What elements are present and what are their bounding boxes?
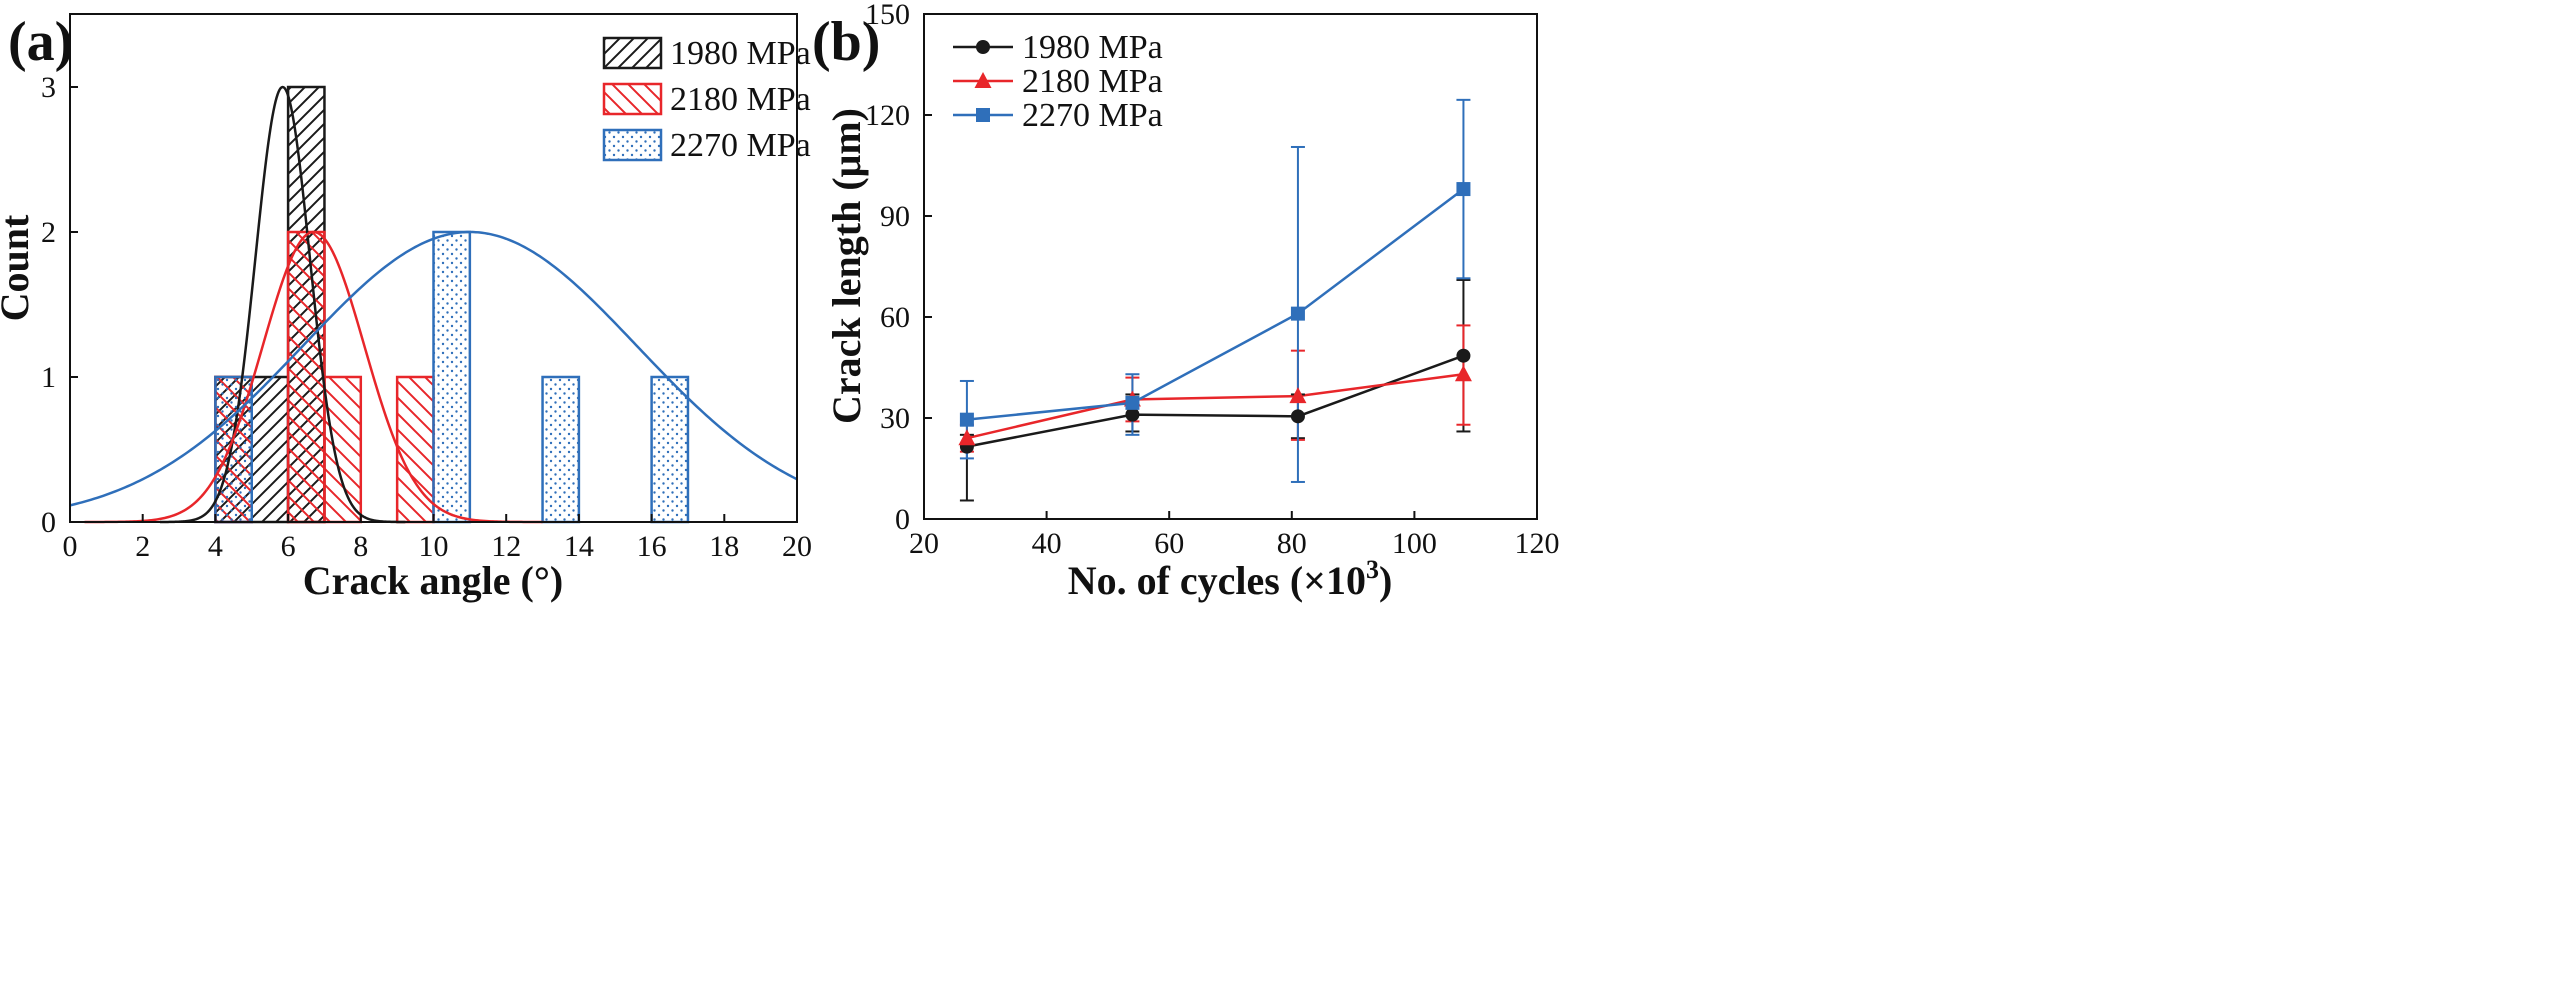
legend-swatch-border xyxy=(602,36,663,70)
x-tick-label: 6 xyxy=(281,530,296,563)
x-axis-title-b: No. of cycles (×103) xyxy=(1068,555,1393,603)
legend-label: 2270 MPa xyxy=(1022,97,1163,134)
data-point-2270-mpa xyxy=(959,412,974,427)
legend-label: 1980 MPa xyxy=(1022,29,1163,66)
bar-fill-2270-mpa xyxy=(542,377,579,522)
legend-label: 2270 MPa xyxy=(670,127,811,164)
y-tick-label: 3 xyxy=(41,71,56,104)
legend-swatch-border xyxy=(602,82,663,116)
panel-label-a: (a) xyxy=(8,11,73,73)
fit-curve-2180-mpa xyxy=(84,230,543,524)
error-bars xyxy=(959,98,1471,502)
y-tick-label: 1 xyxy=(41,361,56,394)
bar-fill-2180-mpa xyxy=(288,232,325,522)
x-tick-label: 20 xyxy=(782,530,812,563)
x-tick-label: 0 xyxy=(63,530,78,563)
line-chart-panel: (b) 20 40 60 80 100 120 0 30 60 90 120 150 No. of … xyxy=(812,0,1560,603)
data-point-1980-mpa xyxy=(1456,348,1471,363)
x-tick-label: 8 xyxy=(353,530,368,563)
legend-marker-2270-mpa xyxy=(976,108,990,122)
x-tick-label: 2 xyxy=(135,530,150,563)
x-tick-label: 120 xyxy=(1515,527,1560,560)
bar-fill-2180-mpa xyxy=(324,377,361,522)
data-point-2270-mpa xyxy=(1125,395,1140,410)
bar-fill-1980-mpa xyxy=(251,377,289,522)
y-tick-label: 120 xyxy=(865,99,910,132)
y-axis-ticks: 0 1 2 3 xyxy=(41,71,78,539)
legend-label: 2180 MPa xyxy=(670,81,811,118)
y-axis-ticks: 0 30 60 90 120 150 xyxy=(865,0,932,536)
legend-swatch-1980-mpa xyxy=(604,38,661,68)
data-point-1980-mpa xyxy=(1125,407,1140,422)
legend-swatch-border xyxy=(602,128,663,162)
legend-label: 2180 MPa xyxy=(1022,63,1163,100)
x-tick-label: 40 xyxy=(1032,527,1062,560)
plot-frame-b xyxy=(923,13,1538,520)
x-tick-label: 80 xyxy=(1277,527,1307,560)
legend-a: 1980 MPa 2180 MPa 2270 MPa xyxy=(602,35,811,164)
x-axis-ticks: 0 2 4 6 8 10 12 14 16 18 20 xyxy=(63,514,812,563)
y-tick-label: 2 xyxy=(41,216,56,249)
fit-curve-2270-mpa xyxy=(69,230,798,507)
y-axis-title-b: Crack length (μm) xyxy=(824,108,869,424)
y-tick-label: 90 xyxy=(880,200,910,233)
series-line-1980-mpa xyxy=(966,354,1464,448)
x-tick-label: 18 xyxy=(709,530,739,563)
legend-marker-2180-mpa xyxy=(974,72,992,88)
series-line-2180-mpa xyxy=(966,372,1464,440)
data-point-1980-mpa xyxy=(1290,409,1305,424)
x-axis-title-b-main: No. of cycles (×10 xyxy=(1068,558,1366,603)
x-axis-title-b-sup: 3 xyxy=(1366,555,1379,584)
bar-fill-2270-mpa xyxy=(433,232,470,522)
data-point-2180-mpa xyxy=(1454,365,1472,382)
y-axis-title-a: Count xyxy=(0,214,37,321)
legend-label: 1980 MPa xyxy=(670,35,811,72)
y-tick-label: 0 xyxy=(895,503,910,536)
x-tick-label: 60 xyxy=(1154,527,1184,560)
x-tick-label: 4 xyxy=(208,530,223,563)
legend-swatch-2180-mpa xyxy=(604,84,661,114)
x-tick-label: 16 xyxy=(637,530,667,563)
series-line-2270-mpa xyxy=(966,188,1465,421)
x-axis-title-a: Crack angle (°) xyxy=(303,558,563,603)
x-axis-title-b-close: ) xyxy=(1379,558,1392,603)
fit-curves xyxy=(69,85,798,524)
x-tick-label: 100 xyxy=(1392,527,1437,560)
data-point-2180-mpa xyxy=(958,429,976,446)
legend-swatch-2270-mpa xyxy=(604,130,661,160)
y-tick-label: 0 xyxy=(41,506,56,539)
legend-marker-1980-mpa xyxy=(976,40,990,54)
data-point-2180-mpa xyxy=(1289,387,1307,404)
x-tick-label: 14 xyxy=(564,530,594,563)
y-tick-label: 30 xyxy=(880,402,910,435)
bar-fill-2270-mpa xyxy=(651,377,688,522)
data-point-2270-mpa xyxy=(1456,182,1471,197)
x-axis-ticks: 20 40 60 80 100 120 xyxy=(909,511,1560,560)
y-tick-label: 60 xyxy=(880,301,910,334)
x-tick-label: 10 xyxy=(419,530,449,563)
data-markers xyxy=(958,182,1472,454)
data-point-2270-mpa xyxy=(1290,306,1305,321)
fit-curve-1980-mpa xyxy=(159,85,406,524)
panel-label-b: (b) xyxy=(812,11,880,73)
series-lines xyxy=(966,188,1465,448)
y-tick-label: 150 xyxy=(865,0,910,31)
x-tick-label: 20 xyxy=(909,527,939,560)
x-tick-label: 12 xyxy=(491,530,521,563)
